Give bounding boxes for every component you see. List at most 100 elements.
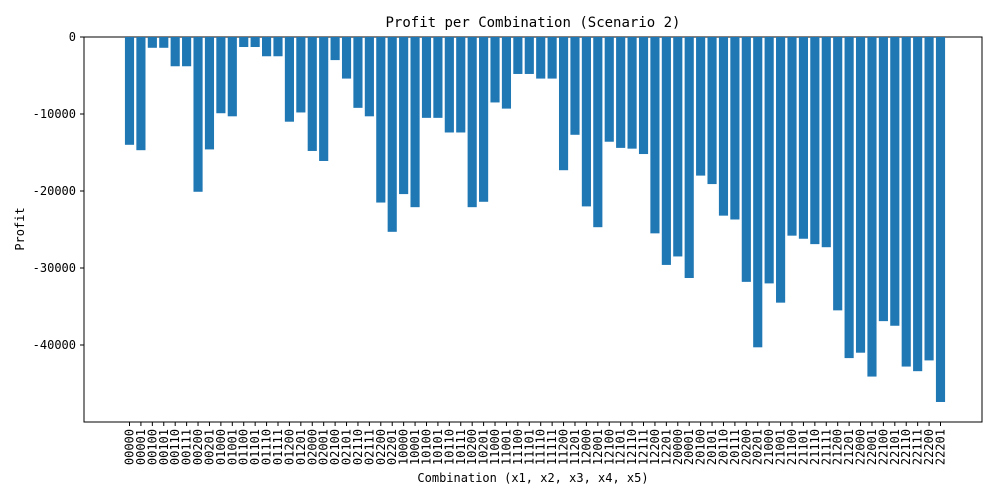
x-tick-label: 22111: [911, 429, 925, 465]
x-tick-label: 20000: [671, 429, 685, 465]
bar-00200: [193, 37, 203, 192]
bar-10100: [421, 37, 432, 118]
bar-10110: [444, 37, 454, 133]
x-tick-label: 00111: [180, 429, 194, 465]
x-tick-label: 11100: [511, 429, 525, 465]
bar-20110: [718, 37, 729, 216]
bar-21110: [810, 37, 820, 245]
x-tick-label: 11201: [568, 429, 582, 465]
x-tick-label: 11200: [557, 429, 571, 465]
bar-00111: [182, 37, 192, 67]
bar-22200: [924, 37, 934, 361]
bar-11201: [570, 37, 580, 135]
x-tick-label: 20101: [705, 429, 719, 465]
x-tick-label: 22101: [888, 429, 902, 465]
x-tick-label: 20201: [751, 429, 765, 465]
bar-11101: [524, 37, 534, 74]
x-tick-label: 21110: [808, 429, 822, 465]
bar-11200: [558, 37, 569, 171]
x-tick-label: 00110: [168, 429, 182, 465]
x-tick-label: 01001: [225, 429, 239, 465]
bar-01000: [216, 37, 226, 114]
x-tick-label: 21111: [819, 429, 833, 465]
bars-group: [124, 37, 946, 402]
x-tick-label: 20001: [682, 429, 696, 465]
bar-10000: [399, 37, 409, 195]
x-tick-label: 10101: [431, 429, 445, 465]
y-tick-label: -10000: [33, 107, 76, 121]
y-tick-label: -20000: [33, 184, 76, 198]
bar-10001: [410, 37, 420, 208]
bar-01101: [250, 37, 260, 48]
x-tick-label: 20111: [728, 429, 742, 465]
x-tick-label: 02101: [340, 429, 354, 465]
bar-20111: [730, 37, 740, 220]
bar-11110: [536, 37, 546, 79]
y-tick-label: -30000: [33, 261, 76, 275]
x-tick-label: 22110: [899, 429, 913, 465]
bar-11001: [501, 37, 512, 109]
x-tick-label: 12200: [648, 429, 662, 465]
x-tick-label: 02201: [385, 429, 399, 465]
x-tick-label: 21201: [842, 429, 856, 465]
bar-21100: [787, 37, 797, 236]
bar-12201: [661, 37, 671, 265]
x-tick-label: 01100: [237, 429, 251, 465]
x-tick-label: 12001: [591, 429, 605, 465]
bar-11111: [547, 37, 557, 79]
x-tick-label: 01110: [260, 429, 274, 465]
x-tick-label: 10001: [408, 429, 422, 465]
bar-01111: [273, 37, 283, 57]
x-axis: 0000000001001000010100110001110020000201…: [123, 422, 948, 465]
bar-12200: [650, 37, 660, 234]
bar-02100: [330, 37, 340, 61]
bar-20000: [673, 37, 683, 257]
bar-02110: [353, 37, 363, 108]
y-tick-label: -40000: [33, 338, 76, 352]
x-tick-label: 12000: [579, 429, 593, 465]
x-tick-label: 01101: [248, 429, 262, 465]
x-tick-label: 11110: [534, 429, 548, 465]
x-tick-label: 21101: [796, 429, 810, 465]
x-tick-label: 11000: [488, 429, 502, 465]
x-tick-label: 22100: [876, 429, 890, 465]
bar-22001: [867, 37, 877, 377]
bar-22101: [890, 37, 900, 326]
bar-00000: [124, 37, 135, 145]
bar-12100: [604, 37, 614, 142]
x-axis-label: Combination (x1, x2, x3, x4, x5): [417, 471, 648, 485]
x-tick-label: 22201: [934, 429, 948, 465]
bar-01110: [262, 37, 272, 57]
x-tick-label: 00001: [134, 429, 148, 465]
bar-22000: [855, 37, 866, 353]
bar-10200: [467, 37, 477, 208]
y-axis-label: Profit: [13, 207, 27, 250]
x-tick-label: 21100: [785, 429, 799, 465]
bar-20100: [696, 37, 706, 176]
x-tick-label: 10200: [465, 429, 479, 465]
x-tick-label: 01200: [282, 429, 296, 465]
bar-21200: [833, 37, 843, 311]
bar-21201: [844, 37, 854, 359]
bar-01201: [296, 37, 306, 113]
x-tick-label: 21200: [831, 429, 845, 465]
bar-12000: [581, 37, 591, 207]
x-tick-label: 20110: [716, 429, 730, 465]
bar-12110: [627, 37, 637, 149]
x-tick-label: 10111: [454, 429, 468, 465]
x-tick-label: 02200: [374, 429, 388, 465]
bar-02200: [376, 37, 386, 203]
bar-00201: [204, 37, 215, 150]
bar-01100: [239, 37, 249, 48]
x-tick-label: 00000: [123, 429, 137, 465]
bar-20201: [753, 37, 763, 348]
x-tick-label: 00100: [145, 429, 159, 465]
x-tick-label: 11111: [545, 429, 559, 465]
x-tick-label: 11001: [499, 429, 513, 465]
bar-20200: [741, 37, 751, 282]
bar-00100: [147, 37, 157, 48]
x-tick-label: 12101: [614, 429, 628, 465]
x-tick-label: 22200: [922, 429, 936, 465]
x-tick-label: 10201: [477, 429, 491, 465]
x-tick-label: 10100: [419, 429, 433, 465]
